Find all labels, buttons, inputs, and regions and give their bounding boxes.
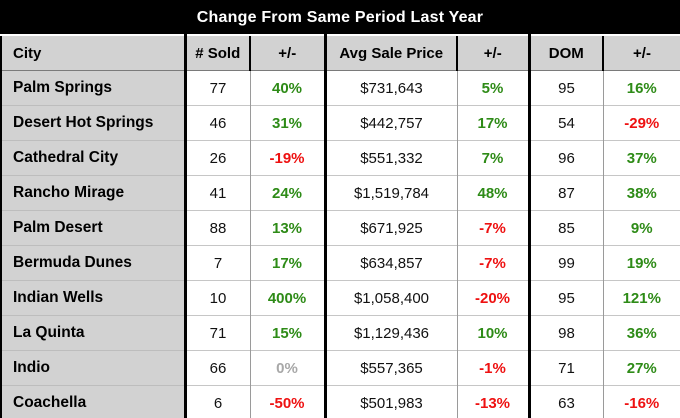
sold-change-cell: 17% [249, 245, 325, 281]
price-change-cell: -1% [456, 350, 529, 386]
city-cell: Cathedral City [1, 140, 185, 176]
dom-cell: 98 [527, 315, 603, 351]
avg-price-cell: $731,643 [323, 70, 457, 106]
table-row: Cathedral City 26 -19% $551,332 7% 96 37… [1, 140, 680, 176]
sold-cell: 41 [183, 175, 250, 211]
city-cell: Rancho Mirage [1, 175, 185, 211]
price-change-cell: -20% [456, 280, 529, 316]
table-row: Indio 66 0% $557,365 -1% 71 27% [1, 350, 680, 386]
city-cell: Desert Hot Springs [1, 105, 185, 141]
table-row: Desert Hot Springs 46 31% $442,757 17% 5… [1, 105, 680, 141]
dom-cell: 85 [527, 210, 603, 246]
table-row: Rancho Mirage 41 24% $1,519,784 48% 87 3… [1, 175, 680, 211]
sold-cell: 71 [183, 315, 250, 351]
sold-cell: 66 [183, 350, 250, 386]
dom-cell: 87 [527, 175, 603, 211]
col-header-sold-change: +/- [249, 34, 325, 71]
avg-price-cell: $1,129,436 [323, 315, 457, 351]
col-header-dom-change: +/- [602, 34, 680, 71]
sold-cell: 7 [183, 245, 250, 281]
col-header-avg-price: Avg Sale Price [323, 34, 457, 71]
sold-change-cell: 15% [249, 315, 325, 351]
table-row: Coachella 6 -50% $501,983 -13% 63 -16% [1, 385, 680, 418]
table-row: Palm Springs 77 40% $731,643 5% 95 16% [1, 70, 680, 106]
dom-cell: 95 [527, 280, 603, 316]
market-stats-table: City # Sold +/- Avg Sale Price +/- DOM +… [0, 34, 680, 418]
table-row: Palm Desert 88 13% $671,925 -7% 85 9% [1, 210, 680, 246]
avg-price-cell: $501,983 [323, 385, 457, 418]
header-row: City # Sold +/- Avg Sale Price +/- DOM +… [1, 34, 680, 71]
table-row: La Quinta 71 15% $1,129,436 10% 98 36% [1, 315, 680, 351]
price-change-cell: -7% [456, 245, 529, 281]
price-change-cell: -13% [456, 385, 529, 418]
sold-change-cell: 0% [249, 350, 325, 386]
price-change-cell: 17% [456, 105, 529, 141]
dom-cell: 63 [527, 385, 603, 418]
table-title: Change From Same Period Last Year [0, 0, 680, 34]
dom-change-cell: 36% [602, 315, 680, 351]
avg-price-cell: $634,857 [323, 245, 457, 281]
sold-cell: 46 [183, 105, 250, 141]
dom-cell: 71 [527, 350, 603, 386]
sold-change-cell: 24% [249, 175, 325, 211]
dom-change-cell: 121% [602, 280, 680, 316]
col-header-price-change: +/- [456, 34, 529, 71]
dom-cell: 96 [527, 140, 603, 176]
col-header-dom: DOM [527, 34, 603, 71]
sold-change-cell: -50% [249, 385, 325, 418]
dom-cell: 99 [527, 245, 603, 281]
sold-cell: 26 [183, 140, 250, 176]
sold-change-cell: -19% [249, 140, 325, 176]
dom-change-cell: -29% [602, 105, 680, 141]
table-body: Palm Springs 77 40% $731,643 5% 95 16% D… [1, 70, 680, 418]
price-change-cell: -7% [456, 210, 529, 246]
table-row: Indian Wells 10 400% $1,058,400 -20% 95 … [1, 280, 680, 316]
dom-cell: 54 [527, 105, 603, 141]
city-cell: Indian Wells [1, 280, 185, 316]
avg-price-cell: $551,332 [323, 140, 457, 176]
dom-change-cell: 27% [602, 350, 680, 386]
avg-price-cell: $1,058,400 [323, 280, 457, 316]
price-change-cell: 7% [456, 140, 529, 176]
city-cell: Palm Springs [1, 70, 185, 106]
sold-change-cell: 31% [249, 105, 325, 141]
sold-change-cell: 40% [249, 70, 325, 106]
dom-cell: 95 [527, 70, 603, 106]
avg-price-cell: $671,925 [323, 210, 457, 246]
price-change-cell: 5% [456, 70, 529, 106]
table-row: Bermuda Dunes 7 17% $634,857 -7% 99 19% [1, 245, 680, 281]
avg-price-cell: $1,519,784 [323, 175, 457, 211]
dom-change-cell: 9% [602, 210, 680, 246]
avg-price-cell: $442,757 [323, 105, 457, 141]
dom-change-cell: 19% [602, 245, 680, 281]
price-change-cell: 10% [456, 315, 529, 351]
sold-cell: 6 [183, 385, 250, 418]
city-cell: Bermuda Dunes [1, 245, 185, 281]
price-change-cell: 48% [456, 175, 529, 211]
sold-change-cell: 400% [249, 280, 325, 316]
city-cell: Indio [1, 350, 185, 386]
col-header-city: City [1, 34, 185, 71]
dom-change-cell: 37% [602, 140, 680, 176]
avg-price-cell: $557,365 [323, 350, 457, 386]
sold-change-cell: 13% [249, 210, 325, 246]
dom-change-cell: -16% [602, 385, 680, 418]
sold-cell: 88 [183, 210, 250, 246]
sold-cell: 10 [183, 280, 250, 316]
city-cell: La Quinta [1, 315, 185, 351]
city-cell: Coachella [1, 385, 185, 418]
dom-change-cell: 38% [602, 175, 680, 211]
col-header-sold: # Sold [183, 34, 250, 71]
dom-change-cell: 16% [602, 70, 680, 106]
city-cell: Palm Desert [1, 210, 185, 246]
sold-cell: 77 [183, 70, 250, 106]
